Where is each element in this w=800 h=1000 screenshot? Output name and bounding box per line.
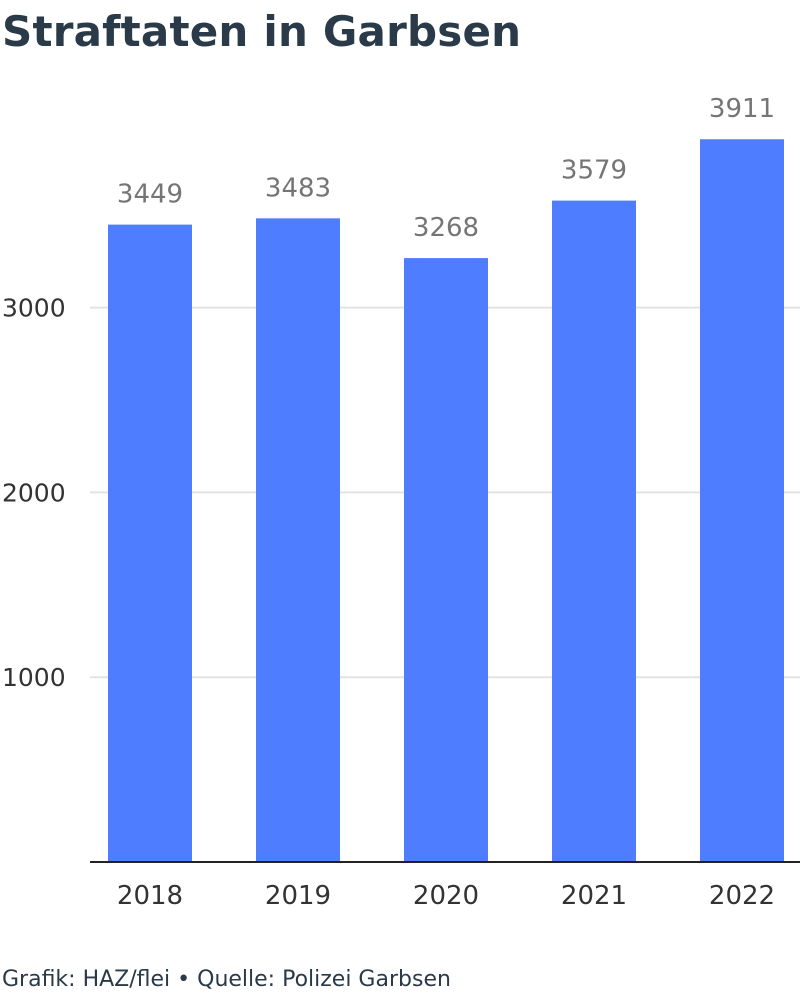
value-label: 3579 [561,156,627,186]
bar [404,258,488,862]
y-tick-label: 2000 [2,478,66,507]
value-labels: 3449 3483 3268 3579 3911 [117,94,775,243]
x-tick-label: 2018 [117,881,183,911]
x-tick-label: 2021 [561,881,627,911]
value-label: 3483 [265,173,331,203]
value-label: 3449 [117,180,183,210]
y-axis-ticks: 1000 2000 3000 [2,294,66,693]
x-tick-label: 2019 [265,881,331,911]
bar [256,218,340,862]
bar [552,200,636,862]
x-tick-label: 2022 [709,881,775,911]
x-tick-label: 2020 [413,881,479,911]
bars [108,139,784,862]
value-label: 3268 [413,213,479,243]
bar [700,139,784,862]
x-axis-ticks: 2018 2019 2020 2021 2022 [117,881,775,911]
chart-title: Straftaten in Garbsen [2,7,522,56]
y-tick-label: 1000 [2,663,66,692]
bar [108,224,192,862]
source-footer: Grafik: HAZ/flei • Quelle: Polizei Garbs… [2,967,451,992]
y-tick-label: 3000 [2,294,66,323]
value-label: 3911 [709,94,775,124]
